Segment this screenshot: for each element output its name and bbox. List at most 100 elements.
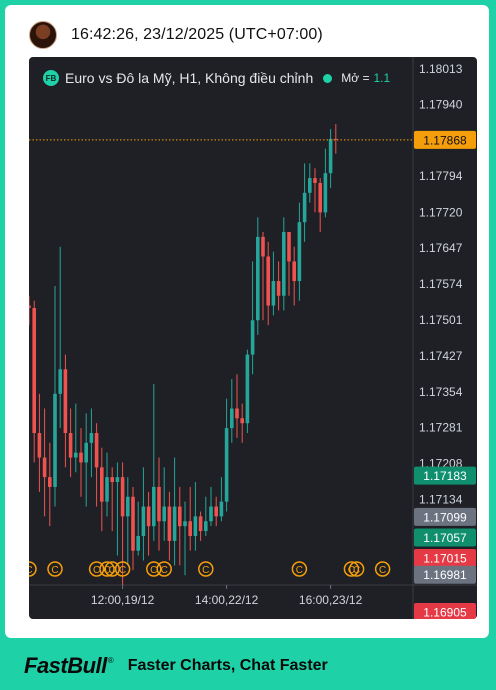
price-label: 1.17057: [414, 528, 476, 547]
event-marker-ring: [99, 561, 115, 577]
event-marker-icon[interactable]: C: [99, 561, 115, 577]
y-tick-label: 1.17281: [419, 421, 463, 435]
candle-body: [53, 393, 57, 487]
open-value: 1.1: [373, 71, 391, 85]
event-marker-icon[interactable]: C: [374, 561, 391, 577]
event-marker-ring: [156, 561, 172, 577]
event-marker-icon[interactable]: C: [88, 561, 105, 577]
event-marker-icon[interactable]: C: [156, 561, 172, 577]
candle-body: [68, 433, 73, 458]
candle-body: [334, 138, 338, 140]
event-marker-icon[interactable]: C: [29, 561, 37, 577]
candle-body: [120, 477, 125, 517]
candle-body: [198, 516, 203, 532]
candle-body: [204, 521, 208, 532]
event-marker-ring: [146, 561, 162, 577]
symbol-badge: FB: [43, 70, 59, 86]
candle-body: [126, 496, 130, 517]
price-label-text: 1.16981: [423, 568, 467, 582]
candlestick-chart[interactable]: 1.18013 1.17940 1.17868 1.17794 1.17720 1.176…: [29, 57, 477, 619]
candle-body: [63, 369, 68, 434]
candle-body: [29, 305, 31, 309]
event-marker-icon[interactable]: C: [348, 561, 365, 577]
price-label-text: 1.17099: [423, 510, 467, 524]
candle-body: [292, 261, 296, 282]
candle-body: [256, 236, 260, 321]
price-label-text: 1.17057: [423, 531, 467, 545]
event-marker-icon[interactable]: C: [114, 561, 131, 577]
event-marker-ring: [29, 561, 37, 577]
event-marker-icon[interactable]: C: [343, 561, 360, 577]
candle-body: [245, 354, 250, 424]
event-marker-icon[interactable]: C: [198, 561, 214, 577]
candle-body: [110, 477, 114, 483]
event-marker-glyph: C: [296, 565, 303, 576]
event-marker-ring: [104, 561, 120, 577]
price-label-text: 1.17183: [423, 469, 467, 483]
candle-body: [193, 516, 198, 536]
header: 16:42:26, 23/12/2025 (UTC+07:00): [29, 21, 323, 49]
candle-body: [323, 173, 328, 213]
price-label-box: [414, 466, 476, 485]
timestamp: 16:42:26, 23/12/2025 (UTC+07:00): [71, 26, 323, 43]
event-marker-glyph: C: [161, 565, 168, 576]
price-label-text: 1.17868: [423, 133, 467, 147]
candle-body: [37, 433, 42, 458]
candle-body: [32, 308, 36, 434]
event-marker-icon[interactable]: C: [104, 561, 120, 577]
price-label-text: 1.16905: [423, 605, 467, 619]
y-tick-label: 1.17501: [419, 313, 463, 327]
candle-body: [115, 477, 120, 483]
y-tick-label: 1.17720: [419, 205, 463, 219]
price-label: 1.17099: [414, 507, 476, 526]
event-marker-ring: [47, 561, 63, 577]
price-chart[interactable]: 1.18013 1.17940 1.17868 1.17794 1.17720 1.176…: [29, 57, 477, 619]
candle-body: [74, 452, 78, 458]
candle-body: [287, 232, 291, 262]
candle-body: [89, 433, 94, 443]
price-label: 1.16905: [414, 602, 476, 619]
y-tick-label: 1.17940: [419, 98, 463, 112]
candle-body: [183, 521, 187, 527]
candle-body: [308, 178, 312, 193]
y-tick-label: 1.18013: [419, 62, 463, 76]
event-marker-ring: [348, 561, 365, 577]
avatar[interactable]: [29, 21, 57, 49]
event-marker-icon[interactable]: C: [146, 561, 162, 577]
event-marker-ring: [88, 561, 105, 577]
candle-body: [230, 408, 234, 429]
candle-body: [167, 506, 172, 541]
registered-mark: ®: [107, 656, 114, 665]
candle-body: [297, 222, 302, 282]
candle-body: [328, 138, 333, 174]
x-tick-label: 16:00,23/12: [299, 593, 363, 607]
footer: FastBull ® Faster Charts, Chat Faster: [24, 652, 328, 680]
price-label-box: [414, 549, 476, 568]
event-marker-icon[interactable]: C: [291, 561, 308, 577]
price-label: 1.16981: [414, 565, 476, 584]
y-tick-label: 1.17794: [419, 169, 463, 183]
candle-body: [79, 452, 83, 463]
fastbull-logo[interactable]: FastBull: [24, 653, 107, 678]
tagline: Faster Charts, Chat Faster: [127, 657, 328, 674]
candle-body: [172, 506, 177, 541]
candle-body: [141, 506, 146, 536]
candle-body: [209, 506, 213, 522]
candle-body: [188, 521, 192, 536]
candle-body: [152, 486, 156, 527]
content-card: 16:42:26, 23/12/2025 (UTC+07:00) 1.18013…: [5, 5, 489, 638]
candle-body: [261, 236, 265, 257]
event-marker-glyph: C: [51, 565, 58, 576]
y-tick-label: 1.17574: [419, 277, 463, 291]
event-marker-icon[interactable]: C: [47, 561, 63, 577]
price-label-box: [414, 602, 476, 619]
candle-body: [282, 232, 286, 296]
event-marker-glyph: C: [119, 565, 126, 576]
event-marker-ring: [343, 561, 360, 577]
x-tick-label: 12:00,19/12: [91, 593, 155, 607]
event-marker-glyph: C: [150, 565, 157, 576]
y-tick-label: 1.17647: [419, 241, 463, 255]
event-marker-ring: [291, 561, 308, 577]
event-marker-glyph: C: [93, 565, 100, 576]
event-marker-glyph: C: [379, 565, 386, 576]
